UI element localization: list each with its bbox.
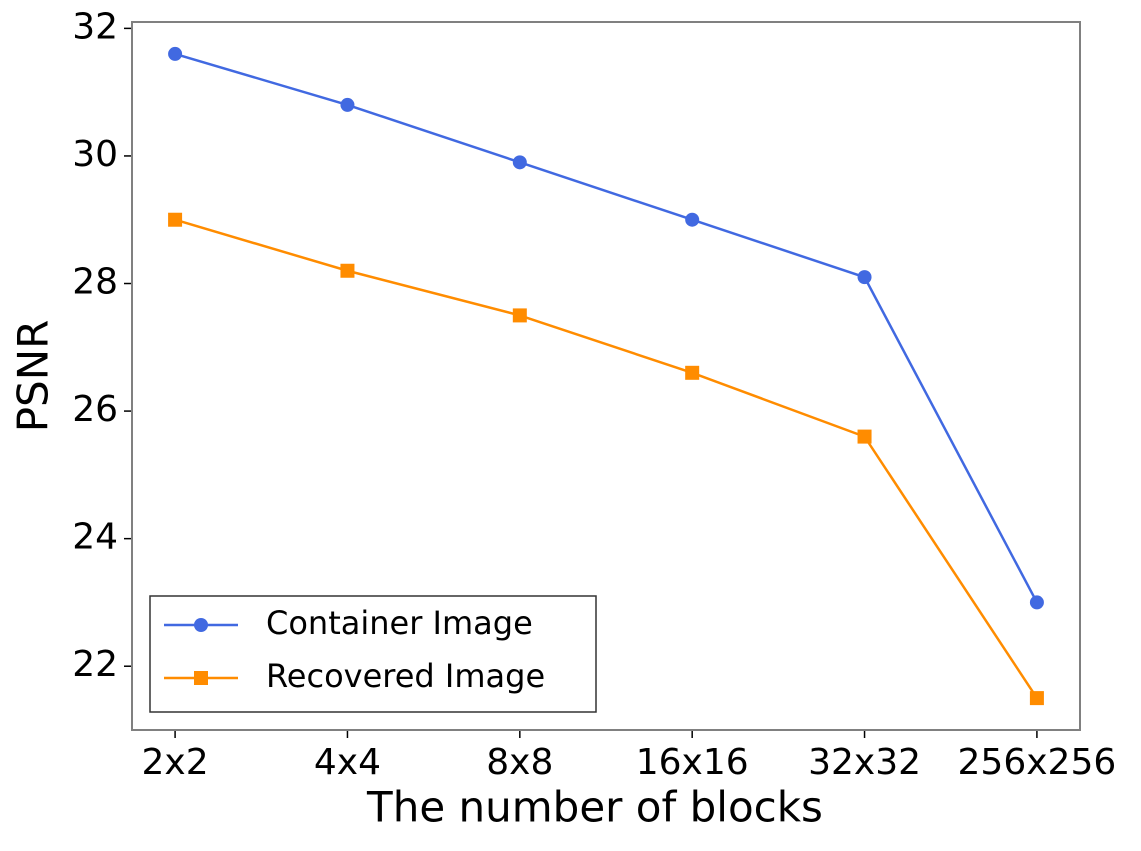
x-axis-label: The number of blocks (366, 783, 823, 832)
marker (685, 212, 700, 227)
y-tick-label: 22 (72, 644, 118, 685)
marker (168, 46, 183, 61)
marker (512, 155, 527, 170)
marker (1029, 595, 1044, 610)
marker (340, 263, 355, 278)
y-tick-label: 24 (72, 517, 118, 558)
y-tick-label: 32 (72, 6, 118, 47)
y-tick-label: 30 (72, 134, 118, 175)
series-line (174, 218, 1038, 699)
marker (1029, 691, 1044, 706)
marker (168, 212, 183, 227)
legend: Container Image Recovered Image (149, 595, 597, 713)
y-axis-label: PSNR (9, 320, 58, 433)
plot-frame (131, 21, 1081, 731)
marker (194, 671, 208, 685)
legend-label: Recovered Image (266, 657, 545, 695)
marker (857, 270, 872, 285)
y-tick-label: 26 (72, 389, 118, 430)
legend-label: Container Image (266, 604, 533, 642)
x-tick-label: 32x32 (808, 742, 921, 783)
series-line (174, 52, 1039, 604)
y-tick-label: 28 (72, 262, 118, 303)
marker (685, 365, 700, 380)
legend-box (149, 595, 597, 713)
marker (340, 97, 355, 112)
x-tick-label: 8x8 (486, 742, 553, 783)
marker (194, 618, 208, 632)
x-tick-label: 4x4 (314, 742, 381, 783)
x-tick-label: 256x256 (958, 742, 1117, 783)
x-tick-label: 2x2 (142, 742, 209, 783)
x-tick-label: 16x16 (636, 742, 749, 783)
marker (512, 308, 527, 323)
marker (857, 429, 872, 444)
